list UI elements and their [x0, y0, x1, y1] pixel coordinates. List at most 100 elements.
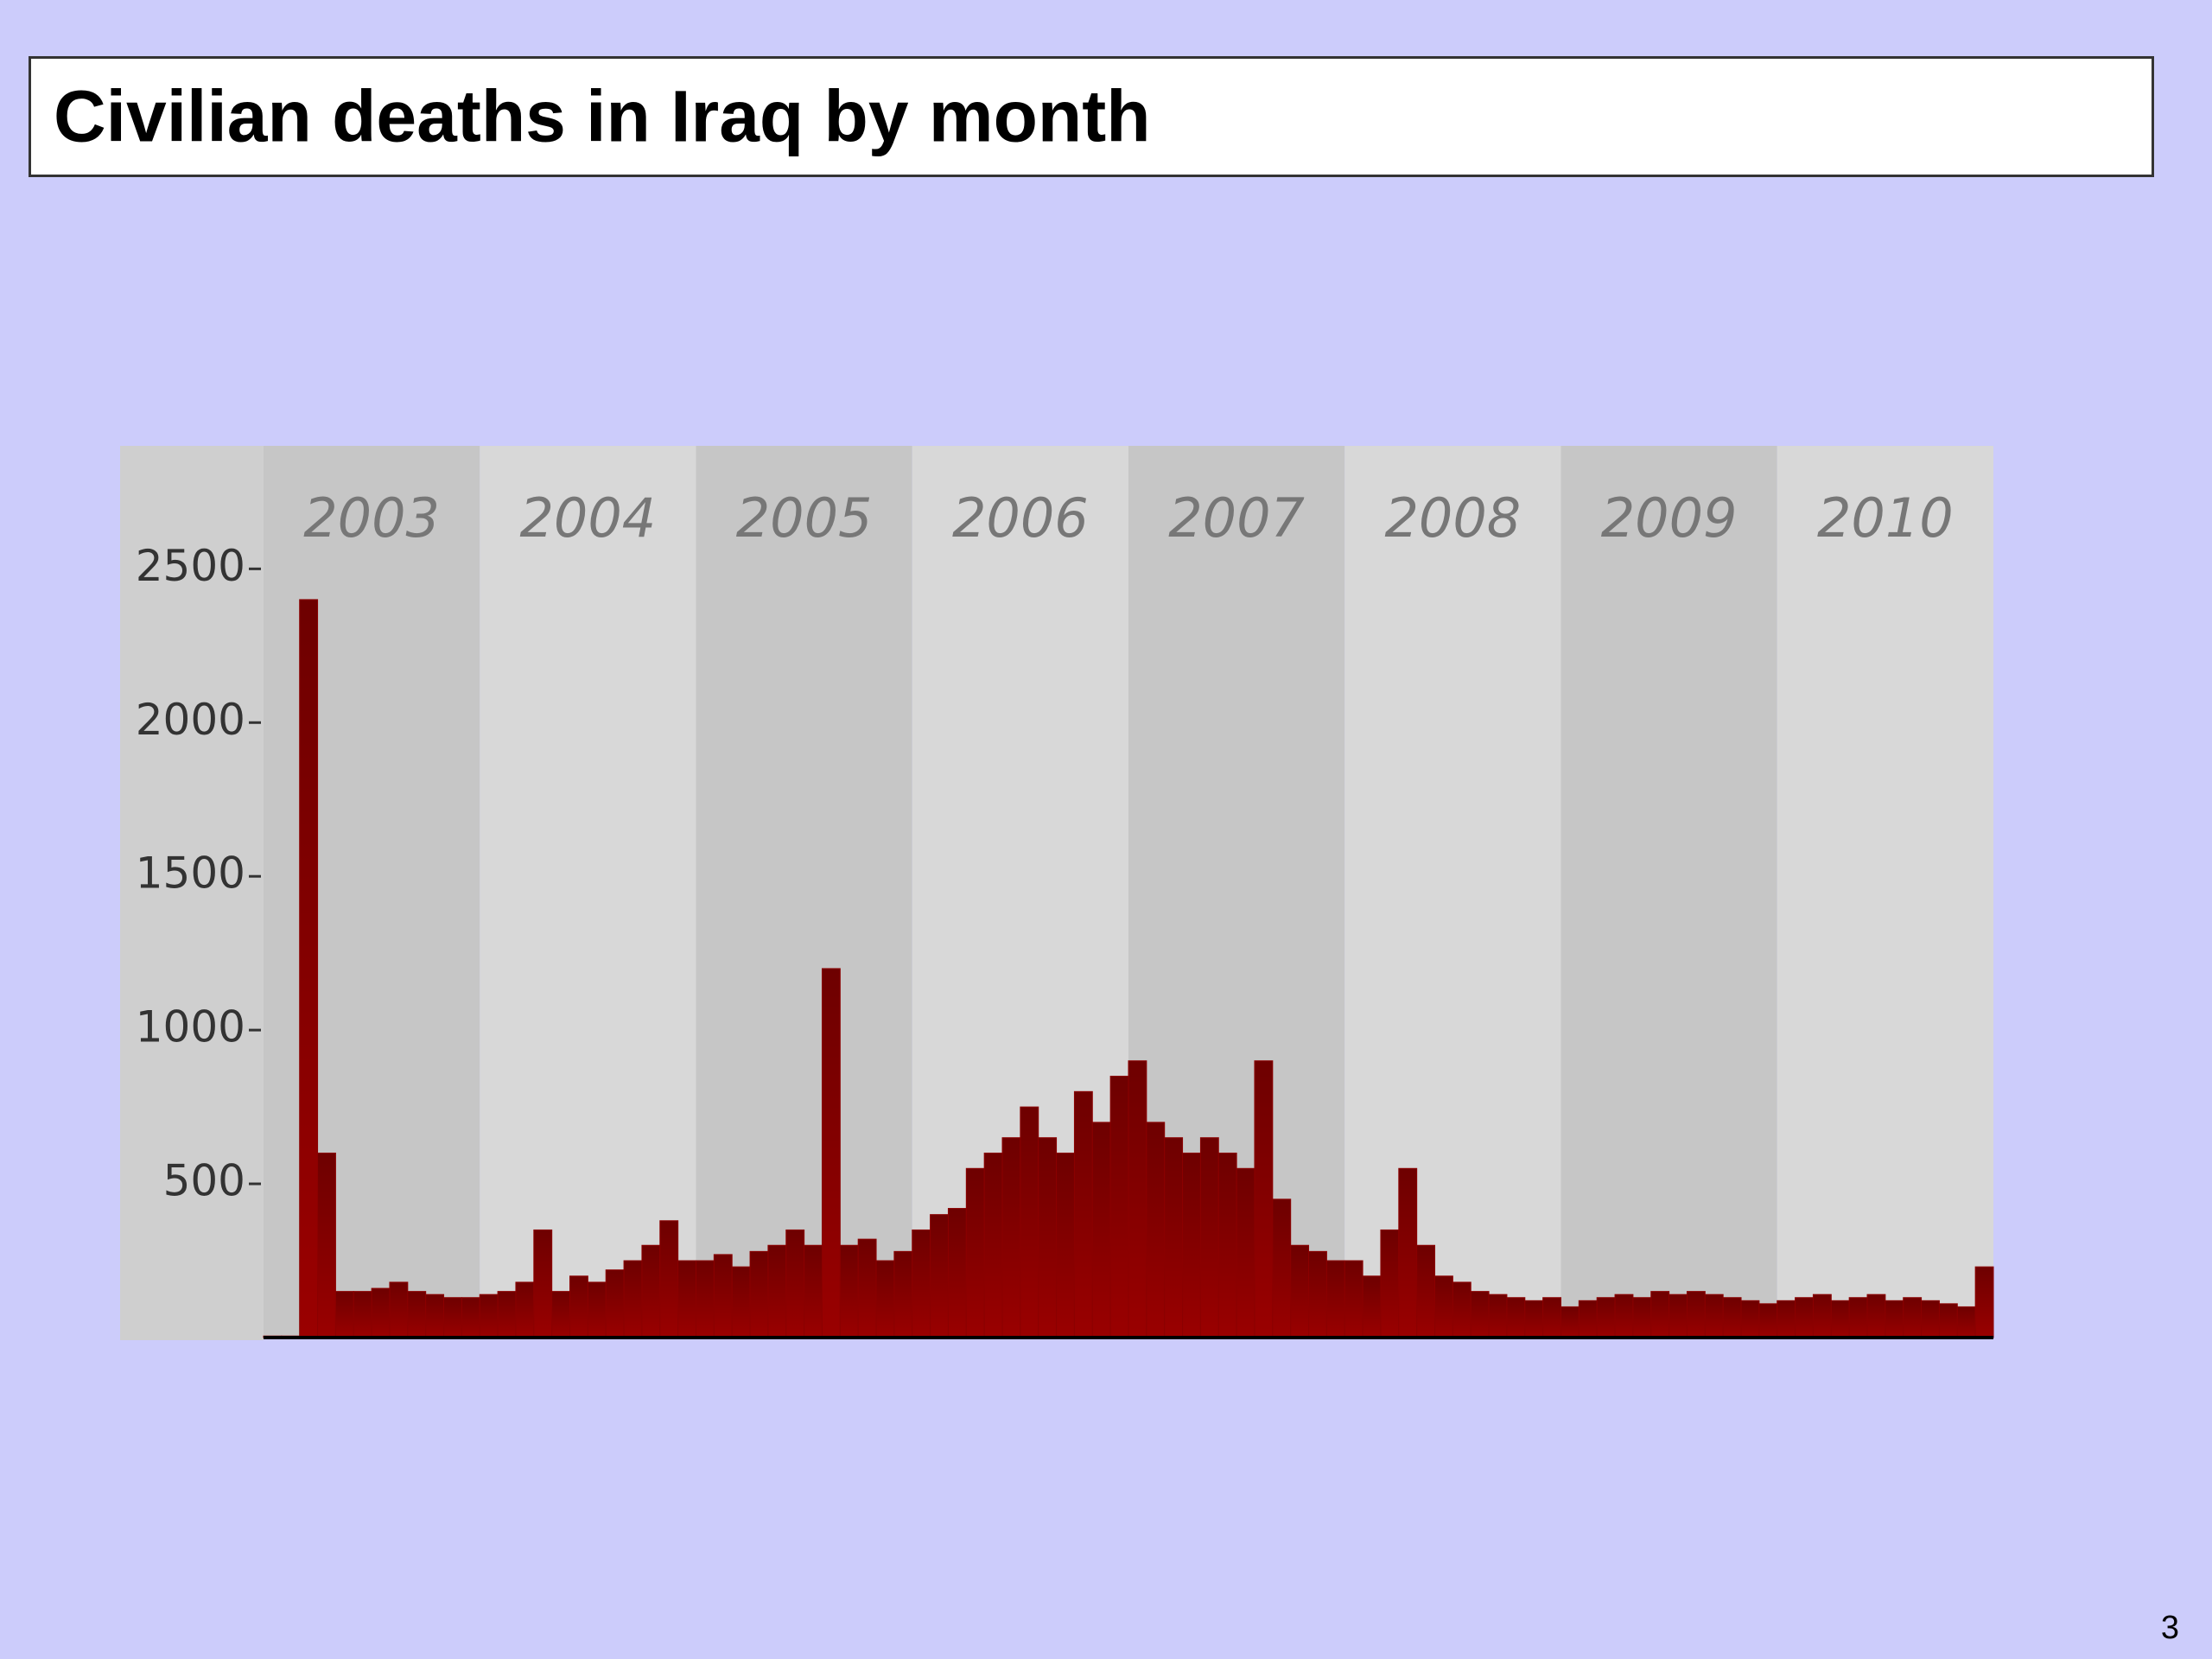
bar [587, 1281, 607, 1338]
bar [1650, 1291, 1670, 1338]
bar [515, 1281, 535, 1338]
year-label: 2003 [303, 486, 440, 550]
bar [1380, 1229, 1400, 1338]
axis-panel [120, 446, 264, 1340]
bar [641, 1244, 661, 1338]
bar [1704, 1294, 1724, 1338]
bar [696, 1260, 715, 1338]
bar [479, 1294, 499, 1338]
year-band [1777, 446, 1993, 1338]
bar [1938, 1303, 1958, 1338]
y-tick-label: 2000 [136, 695, 245, 745]
y-tick-label: 1000 [136, 1002, 245, 1052]
title-box: Civilian deaths in Iraq by month [29, 56, 2154, 177]
year-label: 2004 [519, 486, 656, 550]
bar [1164, 1137, 1184, 1338]
bar [1795, 1297, 1814, 1338]
bar [1542, 1297, 1562, 1338]
year-band [1344, 446, 1561, 1338]
bar [1362, 1275, 1382, 1338]
bar [1830, 1300, 1850, 1338]
bar [497, 1291, 517, 1338]
bar [1038, 1137, 1058, 1338]
bar [1506, 1297, 1526, 1338]
bar [1812, 1294, 1832, 1338]
bar [1740, 1300, 1760, 1338]
bar [317, 1152, 336, 1338]
bar [623, 1260, 643, 1338]
bar [930, 1214, 949, 1338]
bar [1344, 1260, 1363, 1338]
bar [407, 1291, 427, 1338]
bar [965, 1167, 985, 1338]
bar [1488, 1294, 1508, 1338]
bar [1885, 1300, 1904, 1338]
bar [821, 968, 841, 1338]
bar [1146, 1122, 1166, 1338]
year-band [264, 446, 480, 1338]
bar [804, 1244, 823, 1338]
bar [1109, 1076, 1129, 1338]
bar [569, 1275, 588, 1338]
bar [1560, 1306, 1580, 1338]
bar [461, 1297, 480, 1338]
bar [353, 1291, 372, 1338]
year-band [1560, 446, 1777, 1338]
bar [1722, 1297, 1742, 1338]
bar [1434, 1275, 1453, 1338]
bar [767, 1244, 787, 1338]
bar [425, 1294, 445, 1338]
bar [839, 1244, 859, 1338]
bar [983, 1152, 1003, 1338]
y-tick-label: 1500 [136, 849, 245, 899]
bar [893, 1250, 913, 1338]
bar [857, 1238, 877, 1338]
bar [389, 1281, 409, 1338]
year-label: 2007 [1168, 486, 1305, 550]
bar [1470, 1291, 1490, 1338]
bar [1416, 1244, 1436, 1338]
year-band [480, 446, 696, 1338]
bar [1398, 1167, 1418, 1338]
bar [1128, 1060, 1147, 1338]
bar [334, 1291, 354, 1338]
bar [1848, 1297, 1868, 1338]
bar [659, 1220, 679, 1338]
slide-title: Civilian deaths in Iraq by month [54, 75, 1151, 157]
bar [551, 1291, 571, 1338]
year-label: 2005 [736, 486, 873, 550]
year-band [696, 446, 912, 1338]
bar [1001, 1137, 1021, 1338]
bar [1254, 1060, 1274, 1338]
bar [1596, 1297, 1616, 1338]
bar [785, 1229, 805, 1338]
bar [1921, 1300, 1940, 1338]
bar [1020, 1106, 1039, 1338]
bar [1217, 1152, 1237, 1338]
bar [371, 1287, 391, 1338]
year-label: 2006 [952, 486, 1089, 550]
bar [1903, 1297, 1923, 1338]
bar [1325, 1260, 1345, 1338]
bar [1578, 1300, 1598, 1338]
bar [1290, 1244, 1310, 1338]
bar [1091, 1122, 1111, 1338]
bar [1199, 1137, 1219, 1338]
y-tick-label: 2500 [136, 541, 245, 591]
y-tick-label: 500 [163, 1156, 245, 1206]
year-label: 2008 [1384, 486, 1521, 550]
bar [1974, 1266, 1994, 1338]
bar [1452, 1281, 1471, 1338]
bar [1632, 1297, 1652, 1338]
bar [605, 1269, 625, 1338]
bar [1056, 1152, 1075, 1338]
bar [533, 1229, 553, 1338]
bar [1866, 1294, 1886, 1338]
bar [443, 1297, 462, 1338]
bar [947, 1208, 967, 1338]
bar [299, 599, 319, 1338]
year-label: 2009 [1601, 486, 1738, 550]
bar [875, 1260, 895, 1338]
